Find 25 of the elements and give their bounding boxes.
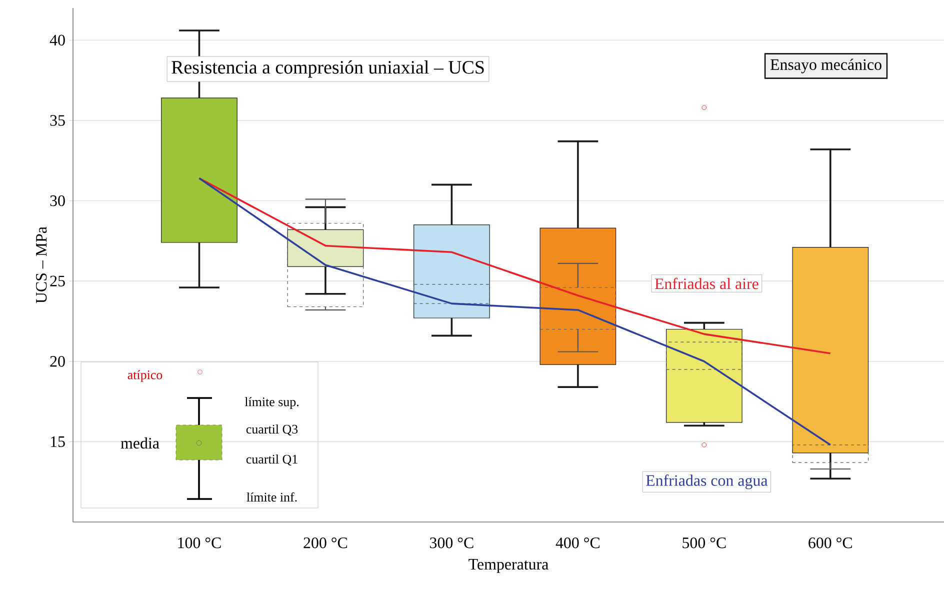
series-label: Enfriadas al aire xyxy=(654,278,758,290)
y-tick-label: 25 xyxy=(50,276,65,286)
y-tick-label: 15 xyxy=(50,436,65,448)
x-axis-title: Temperatura xyxy=(468,559,548,573)
annotation: media xyxy=(120,437,160,449)
y-tick-label: 35 xyxy=(50,115,65,126)
line-series xyxy=(198,177,832,446)
annotation: cuartil Q1 xyxy=(246,454,298,466)
annotation: Ensayo mecánico xyxy=(770,58,882,74)
annotation: atípico xyxy=(128,370,162,382)
y-tick-label: 30 xyxy=(50,195,65,206)
annotation: límite inf. xyxy=(246,492,297,502)
y-tick-label: 40 xyxy=(50,34,65,46)
x-tick-label: 400 °C xyxy=(556,537,600,548)
y-axis-title: UCS – MPa xyxy=(36,226,47,304)
x-tick-label: 300 °C xyxy=(430,537,474,548)
text: Resistencia a compresión uniaxial – UCS xyxy=(172,60,484,78)
annotation: cuartil Q3 xyxy=(246,424,298,436)
x-tick-label: 500 °C xyxy=(682,537,726,548)
x-tick-label: 100 °C xyxy=(178,537,221,548)
text: Enfriadas con agua xyxy=(646,474,768,490)
annotation: límite sup. xyxy=(244,397,299,409)
x-tick-label: 600 °C xyxy=(808,537,852,548)
x-tick-label: 200 °C xyxy=(304,537,348,548)
y-tick-label: 20 xyxy=(50,356,65,367)
